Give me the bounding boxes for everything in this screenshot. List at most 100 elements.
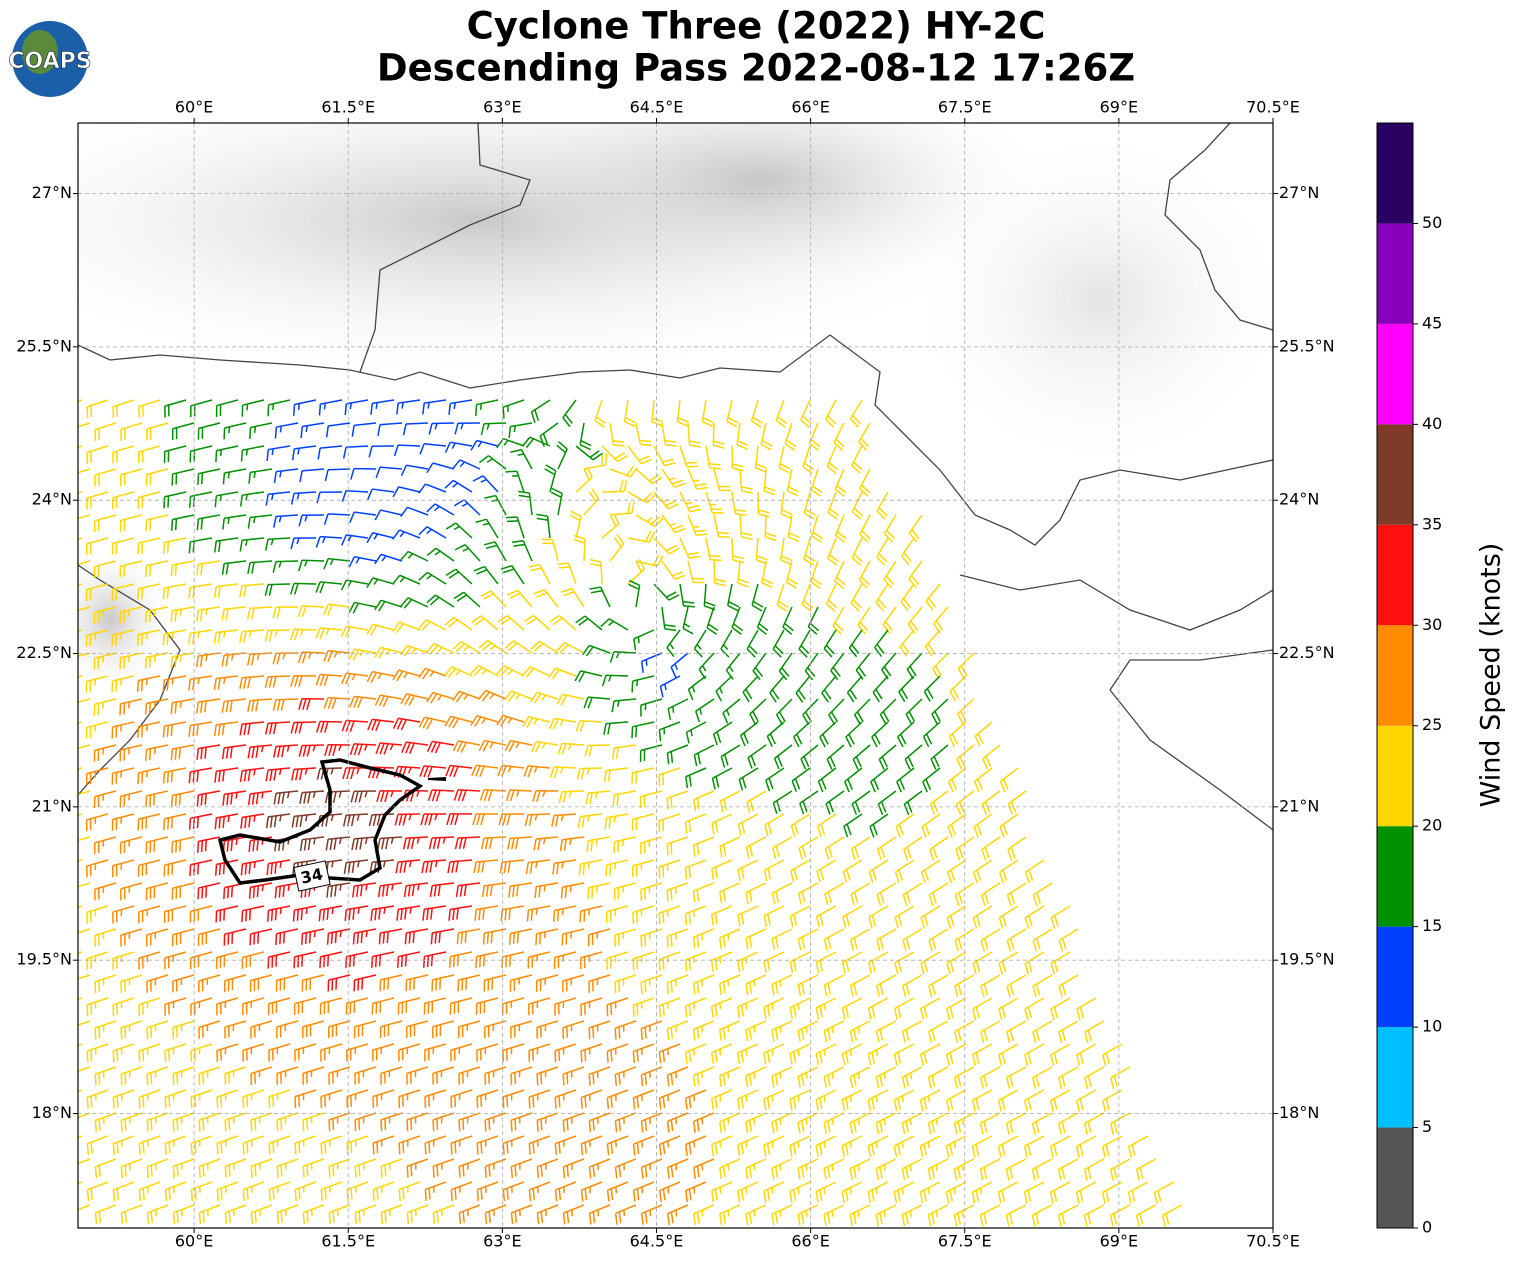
barb-feather <box>478 640 489 649</box>
barb-feather <box>373 533 379 540</box>
barb-feather <box>503 568 515 574</box>
barb-feather <box>812 531 823 539</box>
barb-feather <box>119 657 122 670</box>
wind-barb <box>480 590 507 608</box>
barb-feather <box>832 625 842 635</box>
barb-feather <box>140 633 144 646</box>
wind-barb <box>583 696 611 709</box>
wind-barb <box>924 629 941 657</box>
barb-staff <box>380 466 403 470</box>
barb-feather <box>857 624 867 635</box>
barb-feather <box>217 631 221 644</box>
barb-feather <box>230 839 233 851</box>
wind-barb <box>504 739 533 752</box>
barb-feather <box>348 602 356 613</box>
barb-feather <box>877 598 887 609</box>
wind-barb <box>348 648 377 661</box>
wind-barb <box>452 690 481 703</box>
barb-staff <box>666 629 681 649</box>
wind-barb <box>171 514 195 531</box>
barb-feather <box>247 517 251 529</box>
barb-staff <box>476 399 499 406</box>
barb-feather <box>462 547 469 552</box>
barb-feather <box>881 756 888 768</box>
barb-feather <box>411 648 417 654</box>
barb-feather <box>508 426 512 439</box>
wind-barb <box>898 675 915 703</box>
barb-feather <box>725 669 734 680</box>
barb-feather <box>737 582 749 588</box>
barb-feather <box>558 1095 561 1108</box>
barb-feather <box>199 655 203 667</box>
barb-feather <box>626 465 635 476</box>
wind-barb <box>419 443 447 455</box>
wind-barb <box>661 606 677 632</box>
barb-feather <box>576 768 581 780</box>
wind-barb <box>78 652 91 660</box>
wind-barb <box>317 445 343 460</box>
barb-feather <box>795 692 804 703</box>
barb-feather <box>324 791 329 804</box>
wind-barb <box>324 468 351 482</box>
barb-feather <box>253 861 256 869</box>
barb-feather <box>536 1073 539 1086</box>
wind-barb <box>94 468 117 487</box>
barb-feather <box>293 629 299 641</box>
barb-feather <box>366 623 374 635</box>
wind-barb <box>843 767 863 793</box>
barb-feather <box>536 592 548 598</box>
barb-feather <box>777 600 789 609</box>
wind-barb <box>826 445 839 474</box>
barb-staff <box>293 491 317 495</box>
barb-feather <box>662 773 665 786</box>
barb-feather <box>628 579 640 586</box>
barb-feather <box>444 715 452 727</box>
wind-barb <box>483 541 507 562</box>
barb-feather <box>235 838 238 846</box>
barb-feather <box>658 729 662 742</box>
barb-feather <box>444 441 452 453</box>
wind-barb <box>631 767 655 785</box>
barb-feather <box>732 463 744 468</box>
barb-feather <box>718 687 723 694</box>
wind-barb <box>144 606 169 623</box>
barb-feather <box>230 654 234 661</box>
barb-feather <box>644 1027 647 1039</box>
wind-barb <box>739 514 753 540</box>
barb-feather <box>264 676 269 689</box>
barb-feather <box>716 731 722 743</box>
barb-feather <box>204 839 208 852</box>
barb-feather <box>162 726 166 738</box>
wind-barb <box>375 742 403 755</box>
barb-feather <box>662 865 665 878</box>
barb-feather <box>303 792 307 804</box>
barb-feather <box>489 645 496 651</box>
barb-feather <box>709 466 722 470</box>
barb-feather <box>273 471 277 484</box>
barb-feather <box>639 439 652 443</box>
barb-staff <box>345 490 369 493</box>
barb-feather <box>760 443 772 451</box>
wind-barb <box>264 629 291 642</box>
barb-feather <box>481 717 487 724</box>
barb-feather <box>423 766 429 778</box>
barb-feather <box>745 688 753 700</box>
barb-feather <box>580 1050 583 1063</box>
barb-feather <box>418 619 428 629</box>
barb-feather <box>616 534 625 545</box>
barb-feather <box>196 609 199 622</box>
barb-feather <box>341 490 347 502</box>
wind-barb <box>539 422 559 447</box>
barb-feather <box>843 781 850 793</box>
barb-feather <box>379 743 385 755</box>
barb-staff <box>294 445 317 450</box>
wind-barb <box>478 455 507 470</box>
barb-feather <box>482 741 490 752</box>
barb-feather <box>332 791 337 803</box>
wind-barb <box>418 716 447 730</box>
wind-barb <box>907 606 923 634</box>
wind-barb <box>445 568 473 585</box>
wind-barb <box>222 514 247 530</box>
wind-barb <box>756 606 769 635</box>
barb-feather <box>534 409 540 421</box>
